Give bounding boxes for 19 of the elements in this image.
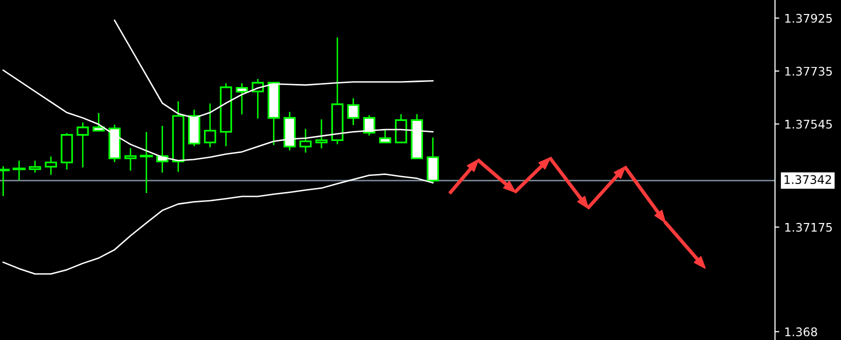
candlestick: [204, 104, 216, 148]
ref-line-label: 1.37342: [784, 175, 831, 184]
candlestick: [284, 112, 296, 150]
y-tick-label: 1.37545: [785, 120, 832, 129]
candlestick: [172, 101, 184, 172]
candlestick: [44, 156, 58, 175]
y-tick-label: 1.37175: [785, 222, 832, 232]
candlestick: [347, 98, 360, 125]
y-tick-label: 1.37925: [785, 14, 832, 23]
y-tick-label: 1.37735: [785, 66, 832, 76]
candlestick: [76, 122, 89, 168]
line-series: [2, 70, 434, 162]
candlestick: [140, 132, 153, 193]
candlestick: [331, 37, 344, 144]
y-tick-label: 1.368: [785, 327, 818, 336]
candlestick: [363, 115, 376, 136]
candlestick: [236, 83, 248, 114]
candlestick: [60, 133, 73, 170]
candlestick: [12, 160, 26, 180]
